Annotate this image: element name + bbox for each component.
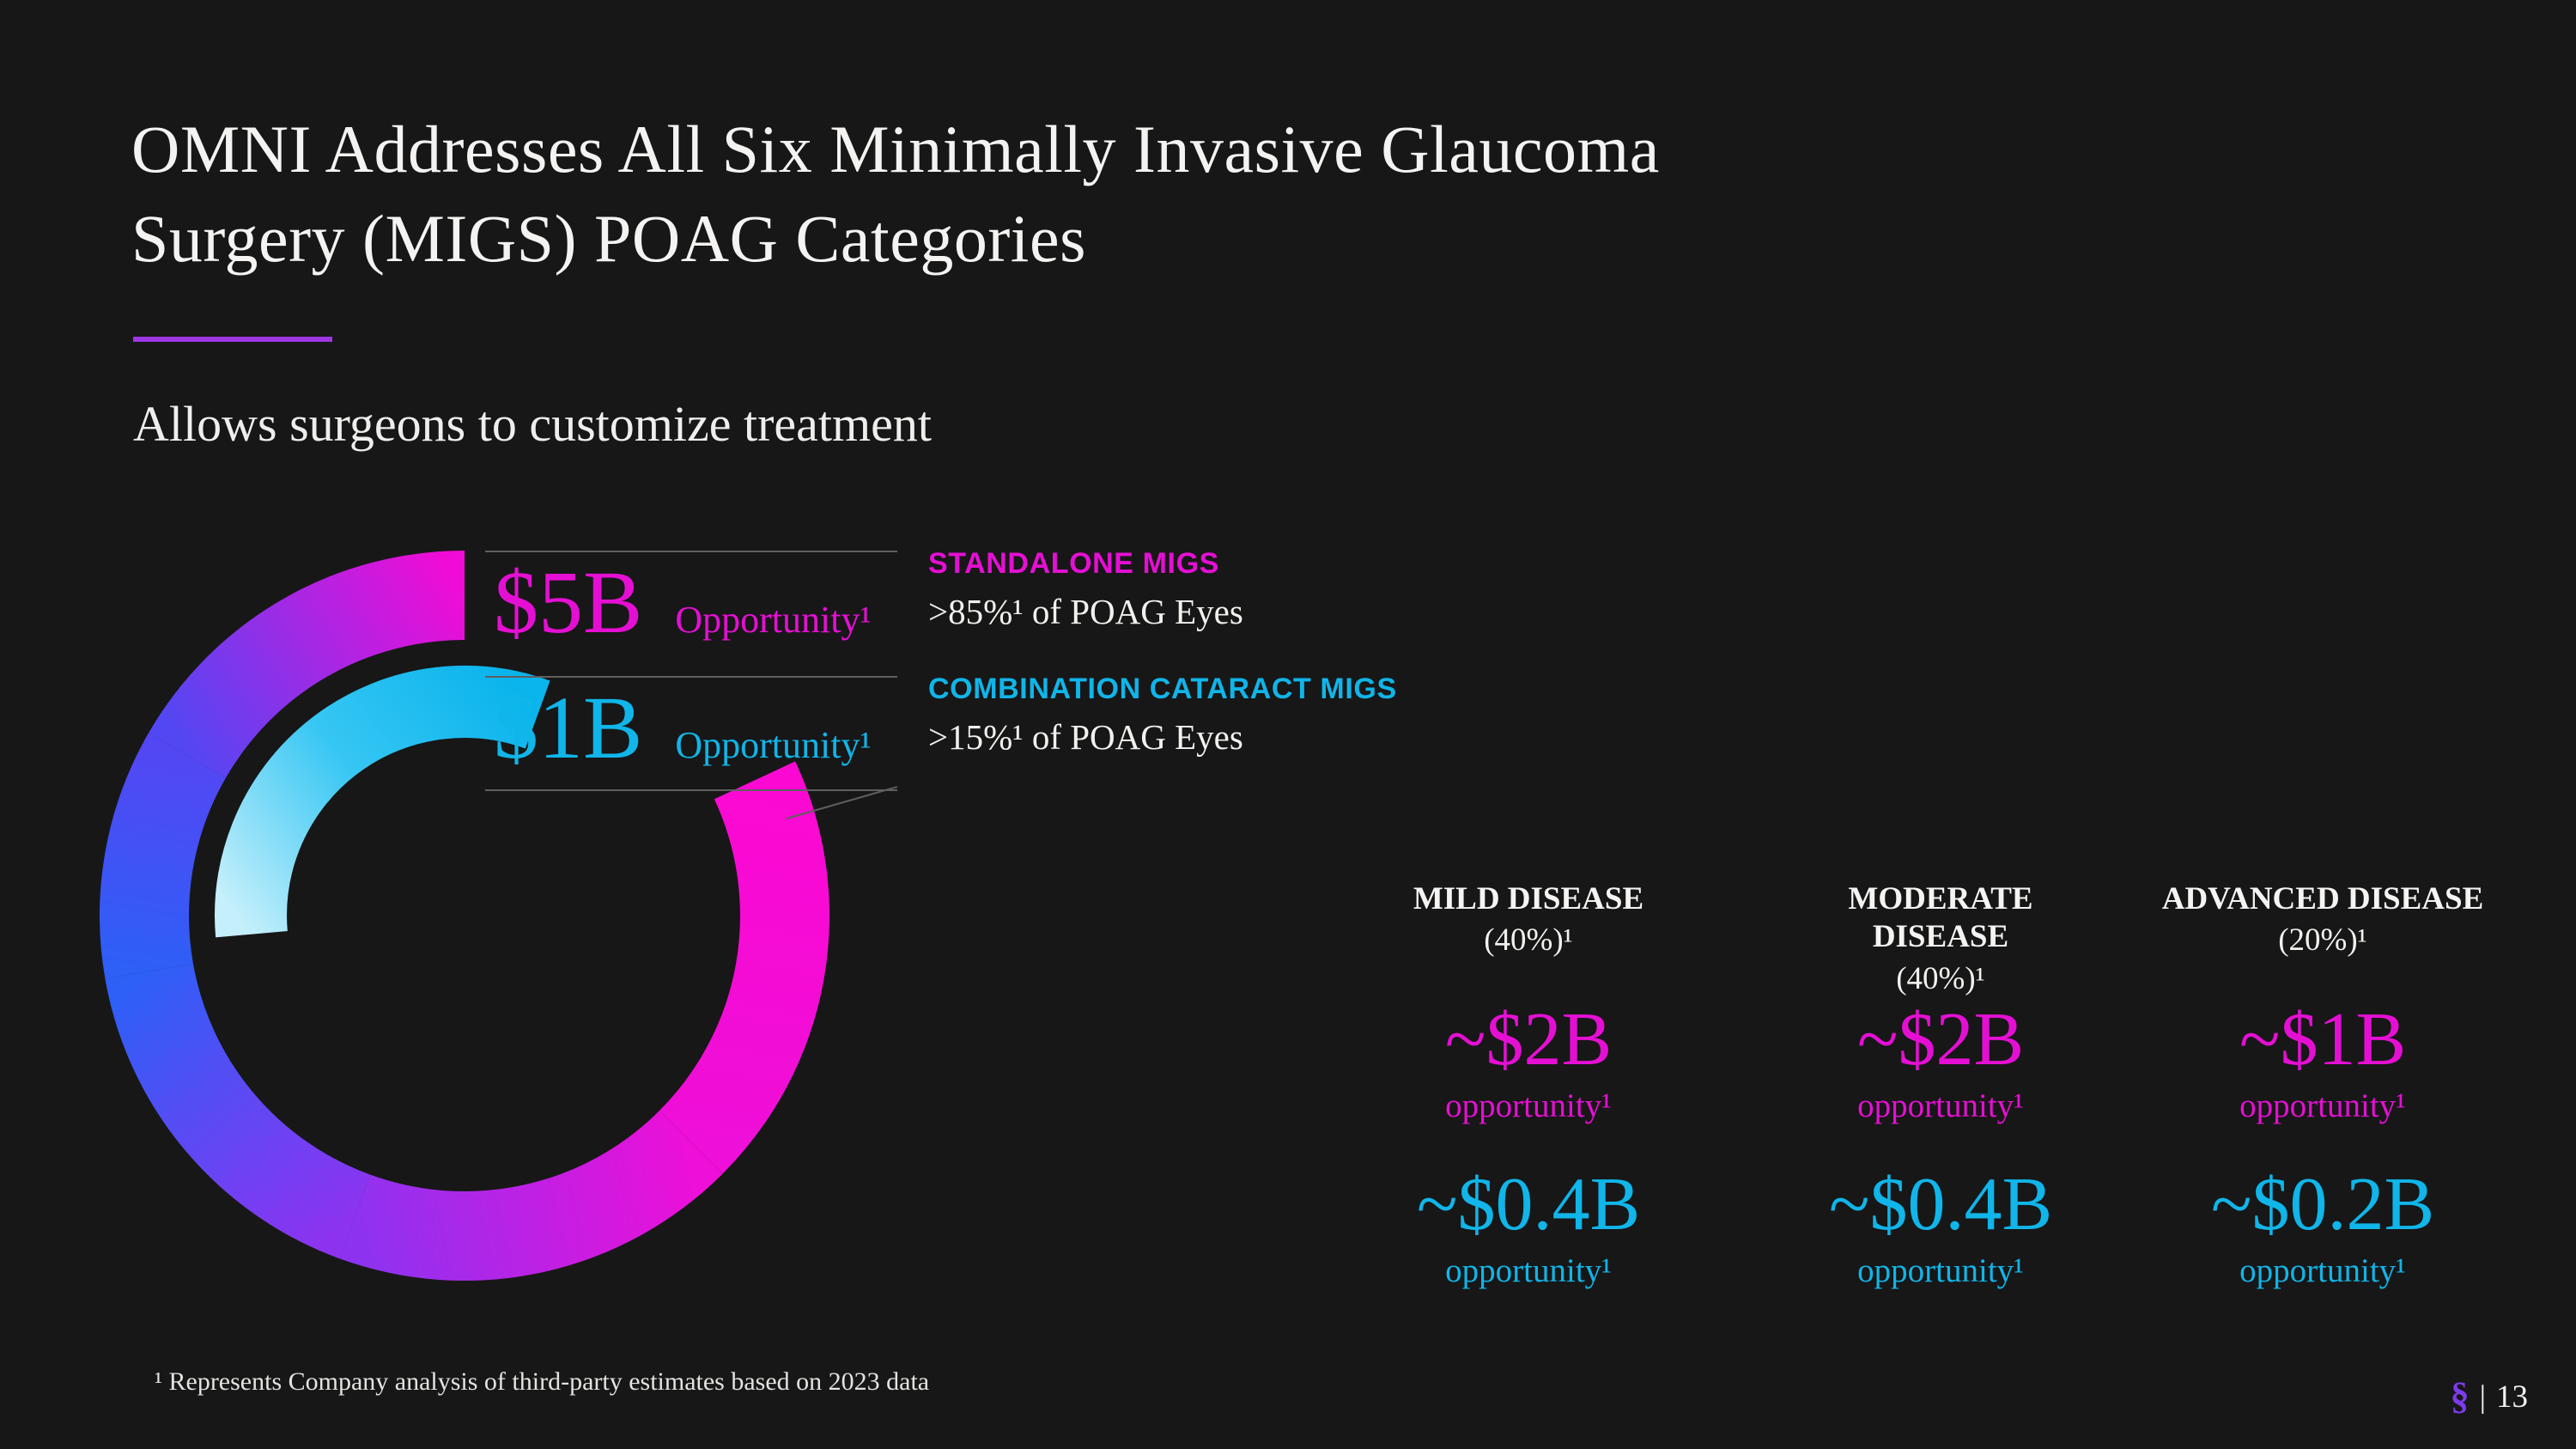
- standalone-value-block: ~$1B opportunity¹: [2135, 1002, 2511, 1125]
- standalone-amount-label: opportunity¹: [1445, 1087, 1612, 1124]
- page-title-line1: OMNI Addresses All Six Minimally Invasiv…: [131, 112, 1660, 186]
- combination-opportunity-suffix: Opportunity¹: [675, 724, 872, 766]
- company-logo-icon: §: [2450, 1375, 2470, 1417]
- disease-header: ADVANCED DISEASE: [2161, 881, 2484, 916]
- page-number: 13: [2496, 1379, 2528, 1415]
- column-advanced-disease: ADVANCED DISEASE (20%)¹ ~$1B opportunity…: [2135, 880, 2511, 1331]
- combination-amount-label: opportunity¹: [1857, 1252, 2024, 1289]
- footer-pagebox: § | 13: [2451, 1378, 2528, 1416]
- combination-value-block: ~$0.4B opportunity¹: [1359, 1167, 1698, 1290]
- standalone-value-block: ~$2B opportunity¹: [1793, 1002, 2088, 1125]
- standalone-amount: ~$1B: [2239, 998, 2407, 1081]
- callout-line-middle: [485, 676, 897, 678]
- combination-amount-label: opportunity¹: [2239, 1252, 2406, 1289]
- donut-chart: [100, 551, 829, 1281]
- standalone-opportunity-value: $5B: [494, 553, 643, 652]
- combination-amount: ~$0.4B: [1828, 1163, 2053, 1246]
- combination-value-block: ~$0.4B opportunity¹: [1793, 1167, 2088, 1290]
- standalone-opportunity-suffix: Opportunity¹: [675, 599, 872, 641]
- standalone-migs-callout: STANDALONE MIGS >85%¹ of POAG Eyes: [928, 547, 1243, 632]
- callout-line-top: [485, 551, 897, 552]
- standalone-value-block: ~$2B opportunity¹: [1359, 1002, 1698, 1125]
- column-moderate-disease: MODERATE DISEASE (40%)¹ ~$2B opportunity…: [1793, 880, 2088, 1331]
- disease-header: MODERATE DISEASE: [1848, 881, 2033, 955]
- standalone-migs-category: STANDALONE MIGS: [928, 547, 1219, 580]
- combination-migs-category: COMBINATION CATARACT MIGS: [928, 673, 1397, 705]
- standalone-amount: ~$2B: [1856, 998, 2025, 1081]
- combination-opportunity: $1B Opportunity¹: [494, 684, 872, 773]
- combination-migs-callout: COMBINATION CATARACT MIGS >15%¹ of POAG …: [928, 673, 1397, 758]
- standalone-opportunity: $5B Opportunity¹: [494, 558, 872, 648]
- column-mild-disease: MILD DISEASE (40%)¹ ~$2B opportunity¹ ~$…: [1359, 880, 1698, 1331]
- slide-subtitle: Allows surgeons to customize treatment: [133, 396, 932, 452]
- callout-line-bottom: [485, 789, 897, 791]
- standalone-amount: ~$2B: [1444, 998, 1613, 1081]
- standalone-migs-detail: >85%¹ of POAG Eyes: [928, 592, 1243, 631]
- standalone-amount-label: opportunity¹: [1857, 1087, 2024, 1124]
- page-divider: |: [2479, 1379, 2486, 1415]
- disease-header: MILD DISEASE: [1413, 881, 1644, 916]
- combination-migs-detail: >15%¹ of POAG Eyes: [928, 717, 1243, 757]
- standalone-amount-label: opportunity¹: [2239, 1087, 2406, 1124]
- combination-opportunity-value: $1B: [494, 679, 643, 777]
- disease-share: (20%)¹: [2278, 922, 2367, 959]
- donut-inner-ring: [215, 666, 550, 938]
- footnote: ¹ Represents Company analysis of third-p…: [155, 1367, 930, 1396]
- combination-amount-label: opportunity¹: [1445, 1252, 1612, 1289]
- page-title: OMNI Addresses All Six Minimally Invasiv…: [131, 105, 1660, 283]
- title-accent-line: [133, 337, 332, 342]
- combination-value-block: ~$0.2B opportunity¹: [2135, 1167, 2511, 1290]
- disease-share: (40%)¹: [1484, 922, 1573, 959]
- combination-amount: ~$0.4B: [1416, 1163, 1641, 1246]
- disease-share: (40%)¹: [1896, 960, 1985, 996]
- donut-outer-ring: [100, 551, 829, 1281]
- combination-amount: ~$0.2B: [2210, 1163, 2435, 1246]
- page-title-line2: Surgery (MIGS) POAG Categories: [131, 200, 1086, 276]
